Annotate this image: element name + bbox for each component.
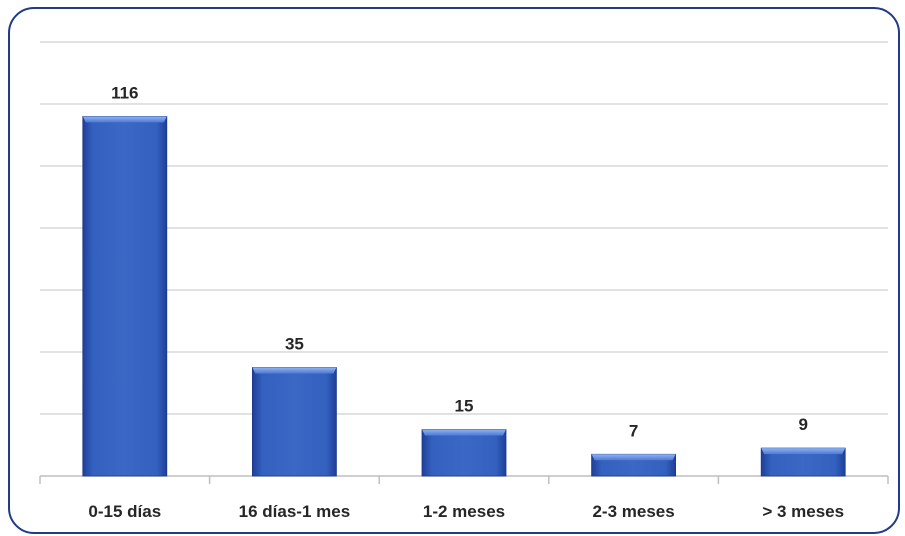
bar-5 (760, 447, 846, 477)
bar-2 (251, 367, 337, 477)
bar-bevel (82, 116, 167, 123)
category-label-5: > 3 meses (762, 502, 844, 521)
bar-rect (82, 116, 168, 477)
bar-4 (591, 453, 676, 477)
data-label-1: 116 (111, 83, 138, 102)
data-label-2: 35 (285, 335, 304, 354)
data-label-3: 15 (455, 397, 474, 416)
bar-bevel (422, 429, 506, 436)
bar-3 (421, 429, 507, 477)
category-label-1: 0-15 días (88, 502, 161, 521)
bar-1 (82, 116, 168, 477)
bar-bevel (252, 367, 337, 374)
data-label-4: 7 (629, 421, 638, 440)
bar-bevel (591, 454, 676, 461)
bar-rect (421, 429, 507, 477)
bar-bevel (761, 448, 846, 455)
category-label-2: 16 días-1 mes (239, 502, 351, 521)
data-label-5: 9 (798, 415, 807, 434)
category-label-4: 2-3 meses (592, 502, 674, 521)
category-label-3: 1-2 meses (423, 502, 505, 521)
bar-rect (251, 367, 337, 477)
